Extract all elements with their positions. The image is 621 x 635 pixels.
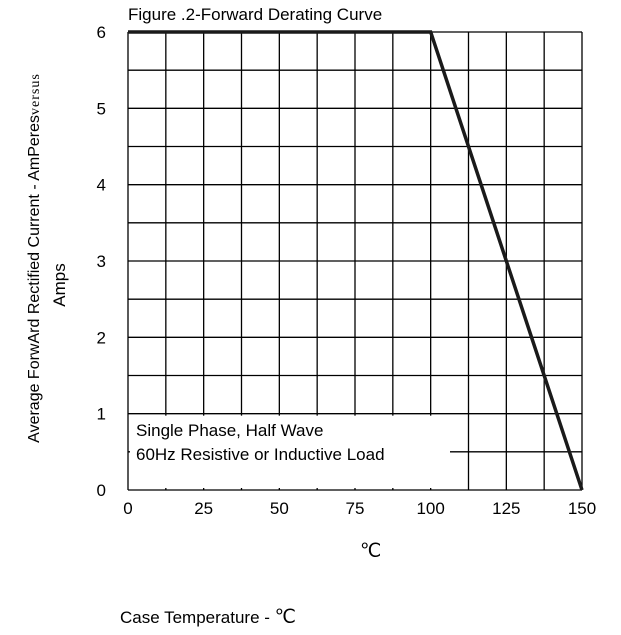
x-tick-label: 0 xyxy=(123,499,132,518)
annotation-line-1: Single Phase, Half Wave xyxy=(136,421,324,441)
chart-title: Figure .2-Forward Derating Curve xyxy=(128,5,383,24)
y-tick-label: 2 xyxy=(97,328,106,347)
y-tick-label: 3 xyxy=(97,252,106,271)
y-tick-label: 5 xyxy=(97,99,106,118)
x-axis-label-degree: ℃ xyxy=(274,607,296,628)
y-tick-label: 4 xyxy=(97,176,106,195)
x-tick-label: 100 xyxy=(416,499,444,518)
annotation-line-2: 60Hz Resistive or Inductive Load xyxy=(136,445,385,465)
y-tick-label: 1 xyxy=(97,405,106,424)
x-tick-label: 25 xyxy=(194,499,213,518)
y-axis-unit: Amps xyxy=(50,263,69,307)
x-axis-label: Case Temperature - ℃ xyxy=(120,606,296,629)
x-tick-label: 150 xyxy=(568,499,596,518)
x-tick-label: 75 xyxy=(346,499,365,518)
x-axis-unit: ℃ xyxy=(360,541,382,562)
x-axis-label-main: Case Temperature - xyxy=(120,608,275,627)
x-tick-label: 50 xyxy=(270,499,289,518)
y-axis-label-tail: versus xyxy=(28,73,43,115)
y-tick-label: 6 xyxy=(97,23,106,42)
x-tick-label: 125 xyxy=(492,499,520,518)
y-tick-label: 0 xyxy=(97,481,106,500)
y-axis-label: Average ForwArd Rectified Current - AmPe… xyxy=(25,0,45,518)
y-axis-label-main: Average ForwArd Rectified Current - AmPe… xyxy=(26,114,43,443)
